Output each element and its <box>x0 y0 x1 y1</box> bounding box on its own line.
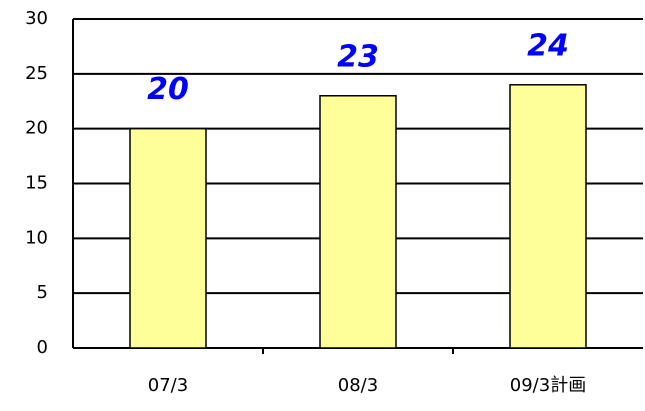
y-tick-label: 10 <box>25 227 48 248</box>
y-tick-label: 30 <box>25 8 48 29</box>
data-label: 24 <box>527 28 569 63</box>
y-tick-label: 15 <box>25 173 48 194</box>
data-label: 23 <box>337 39 379 74</box>
data-label: 20 <box>147 72 189 107</box>
bar <box>319 95 397 349</box>
y-tick-label: 25 <box>25 63 48 84</box>
bar <box>509 84 587 349</box>
y-tick-label: 0 <box>37 337 48 358</box>
x-tick-label: 07/3 <box>148 375 188 396</box>
x-tick-label: 09/3計画 <box>510 375 586 396</box>
x-tick-label: 08/3 <box>338 375 378 396</box>
y-tick-label: 20 <box>25 118 48 139</box>
bar <box>129 127 207 349</box>
y-tick-label: 5 <box>37 282 48 303</box>
